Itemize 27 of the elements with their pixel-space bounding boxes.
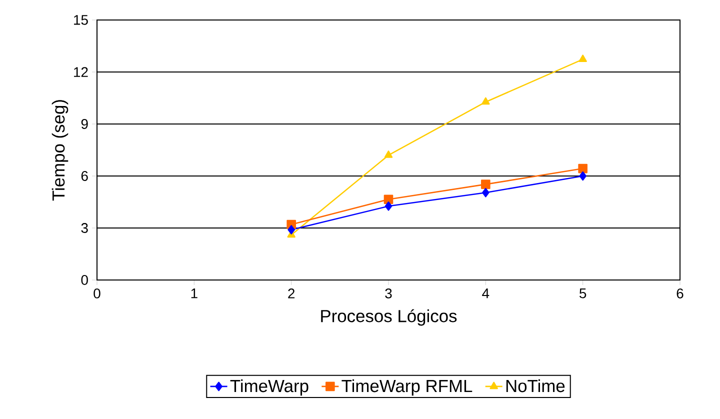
y-axis-title: Tiempo (seg) (52, 100, 68, 201)
y-tick-label: 6 (81, 171, 88, 181)
legend-label: TimeWarp RFML (342, 379, 472, 396)
legend-label: NoTime (506, 379, 565, 392)
point (579, 171, 586, 181)
x-tick-label: 6 (676, 288, 684, 298)
legend-label: TimeWarp (230, 379, 308, 396)
x-axis-title: Procesos Lógicos (321, 309, 457, 326)
point (288, 225, 295, 234)
point (578, 164, 588, 174)
x-tick-label: 1 (191, 288, 198, 298)
point (482, 97, 490, 105)
y-tick-label: 15 (74, 15, 88, 25)
x-tick-label: 4 (482, 288, 490, 298)
y-tick-label: 9 (81, 119, 88, 129)
point (384, 202, 392, 211)
y-tick-label: 12 (74, 67, 88, 77)
x-tick-label: 3 (385, 288, 392, 298)
x-tick-label: 2 (288, 288, 295, 298)
y-tick-label: 0 (81, 275, 88, 285)
x-tick-label: 0 (94, 288, 100, 298)
point (578, 54, 587, 62)
point (481, 180, 490, 189)
y-tick-label: 3 (81, 223, 88, 233)
x-tick-label: 5 (580, 288, 586, 298)
point (482, 188, 490, 198)
point (384, 150, 393, 158)
